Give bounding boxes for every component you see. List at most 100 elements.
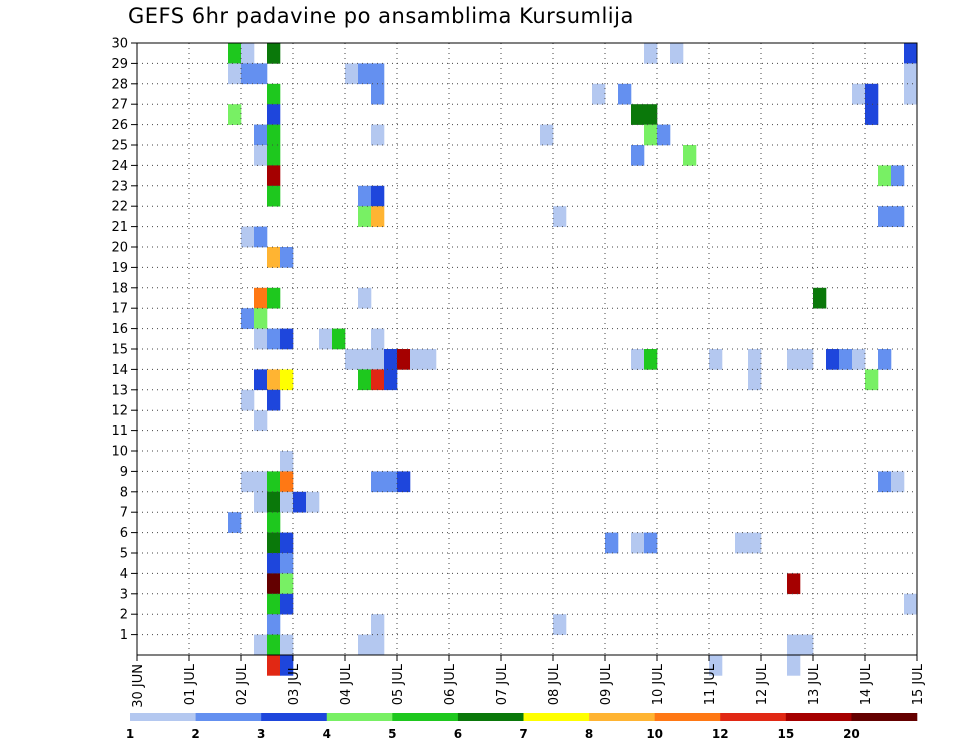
heatmap-cell	[644, 349, 658, 370]
heatmap-cell	[267, 491, 281, 513]
heatmap-cell	[267, 165, 281, 187]
heatmap-cell	[254, 491, 268, 513]
heatmap-cell	[241, 43, 255, 64]
heatmap-cell	[241, 63, 255, 85]
heatmap-cell	[670, 43, 684, 64]
heatmap-cell	[254, 369, 268, 391]
x-tick-label: 13 JUL	[807, 663, 822, 705]
x-axis: 30 JUN 01 JUL 02 JUL 03 JUL 04 JUL 05 JUL 06 J…	[131, 655, 926, 708]
heatmap-cell	[267, 532, 281, 554]
heatmap-cell	[280, 655, 294, 676]
colorbar-swatch	[326, 713, 393, 721]
heatmap-cell	[644, 43, 658, 64]
x-tick-label: 11 JUL	[703, 663, 718, 705]
heatmap-cell	[267, 553, 281, 574]
colorbar-label: 10	[646, 727, 663, 741]
heatmap-cell	[384, 471, 398, 493]
heatmap-cell	[358, 63, 372, 85]
heatmap-cell	[371, 206, 385, 227]
heatmap-cell	[787, 634, 801, 656]
heatmap-cell	[371, 614, 385, 635]
heatmap-cell	[631, 349, 645, 370]
heatmap-cell	[267, 471, 281, 493]
heatmap-cell	[267, 369, 281, 391]
heatmap-cell	[410, 349, 424, 370]
heatmap-cell	[605, 532, 619, 554]
heatmap-cell	[904, 63, 918, 85]
heatmap-cell	[852, 349, 866, 370]
heatmap-cell	[267, 43, 281, 64]
x-tick-label: 01 JUL	[183, 663, 198, 705]
x-tick-label: 10 JUL	[651, 663, 666, 705]
heatmap-cell	[644, 104, 658, 125]
y-tick-label: 4	[120, 567, 128, 582]
heatmap-cell	[878, 349, 892, 370]
heatmap-cell	[267, 593, 281, 615]
x-tick-label: 03 JUL	[287, 663, 302, 705]
y-tick-label: 24	[111, 159, 128, 174]
heatmap-cell	[891, 206, 905, 227]
heatmap-cell	[280, 491, 294, 513]
heatmap-cell	[267, 83, 281, 105]
x-tick-label: 09 JUL	[599, 663, 614, 705]
y-tick-label: 29	[111, 57, 128, 72]
colorbar-label: 12	[712, 727, 729, 741]
heatmap-cell	[280, 532, 294, 554]
heatmap-cell	[254, 287, 268, 309]
x-tick-label: 02 JUL	[235, 663, 250, 705]
colorbar-label: 8	[585, 727, 593, 741]
colorbar-label: 4	[323, 727, 331, 741]
y-tick-label: 12	[111, 404, 128, 419]
grid-lines	[137, 43, 917, 655]
heatmap-cell	[904, 83, 918, 105]
x-tick-label: 06 JUL	[443, 663, 458, 705]
colorbar-label: 7	[519, 727, 527, 741]
heatmap-cell	[709, 655, 723, 676]
heatmap-cell	[228, 43, 242, 64]
heatmap-cell	[267, 124, 281, 146]
heatmap-cell	[358, 185, 372, 207]
heatmap-cell	[267, 145, 281, 166]
x-tick-label: 05 JUL	[391, 663, 406, 705]
heatmap-cell	[748, 349, 762, 370]
heatmap-cell	[618, 83, 632, 105]
colorbar-swatch	[523, 713, 590, 721]
heatmap-cell	[397, 349, 411, 370]
heatmap-cell	[384, 369, 398, 391]
heatmap-cell	[644, 124, 658, 146]
colorbar-label: 6	[454, 727, 462, 741]
heatmap-cell	[657, 124, 671, 146]
heatmap-cell	[540, 124, 554, 146]
heatmap-cell	[423, 349, 437, 370]
heatmap-cell	[371, 124, 385, 146]
y-tick-label: 28	[111, 77, 128, 92]
heatmap-cell	[553, 614, 567, 635]
y-tick-label: 6	[120, 526, 128, 541]
heatmap-cell	[371, 328, 385, 350]
heatmap-cell	[280, 451, 294, 472]
heatmap-cell	[553, 206, 567, 227]
heatmap-cell	[267, 512, 281, 533]
heatmap-cell	[306, 491, 320, 513]
y-tick-label: 16	[111, 322, 128, 337]
y-axis: 1234567891011121314151617181920212223242…	[111, 37, 137, 643]
colorbar-label: 15	[777, 727, 794, 741]
y-tick-label: 22	[111, 200, 128, 215]
heatmap-cell	[254, 410, 268, 431]
x-tick-label: 08 JUL	[547, 663, 562, 705]
heatmap-cell	[280, 593, 294, 615]
y-tick-label: 23	[111, 179, 128, 194]
colorbar-swatch	[720, 713, 787, 721]
y-tick-label: 20	[111, 241, 128, 256]
heatmap-cell	[384, 349, 398, 370]
heatmap-cell	[592, 83, 606, 105]
heatmap-cell	[358, 634, 372, 656]
heatmap-cell	[280, 328, 294, 350]
heatmap-cell	[267, 185, 281, 207]
heatmap-cell	[267, 573, 281, 595]
y-tick-label: 19	[111, 261, 128, 276]
heatmap-cell	[813, 287, 827, 309]
heatmap-cell	[787, 655, 801, 676]
y-tick-label: 21	[111, 220, 128, 235]
heatmap-cell	[631, 104, 645, 125]
